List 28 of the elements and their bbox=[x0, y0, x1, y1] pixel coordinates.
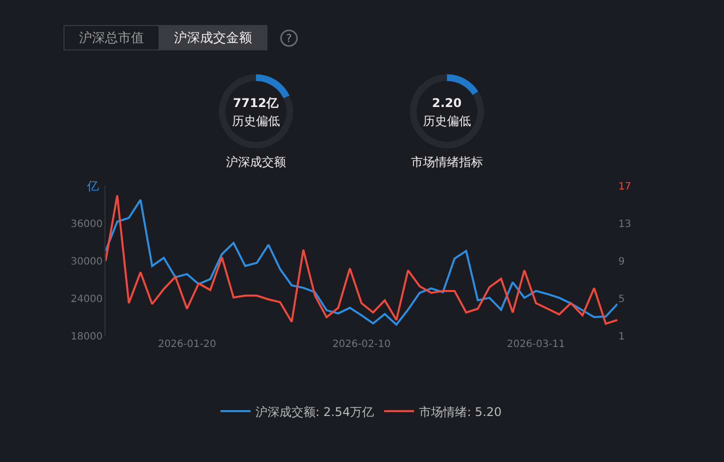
donut-slice bbox=[256, 74, 290, 98]
text: 2.20 bbox=[432, 96, 462, 110]
y2-tick-label: 5 bbox=[618, 294, 625, 305]
y-axis-title: 亿 bbox=[86, 179, 99, 193]
y2-tick-label: 17 bbox=[618, 182, 632, 193]
y2-tick-label: 9 bbox=[618, 256, 625, 268]
donut-slice bbox=[410, 74, 484, 148]
x-tick-label: 2026-03-11 bbox=[506, 338, 566, 350]
text: 历史偏低 bbox=[423, 114, 471, 128]
x-tick-label: 2026-02-10 bbox=[332, 338, 391, 350]
text: 沪深成交金额 bbox=[174, 30, 252, 46]
y2-tick-label: 13 bbox=[618, 219, 632, 230]
text: 沪深总市值 bbox=[79, 30, 144, 46]
text: 沪深成交额 bbox=[226, 155, 286, 169]
legend-label: 市场情绪: 5.20 bbox=[419, 404, 502, 419]
text: 7712亿 bbox=[233, 96, 280, 110]
text: 历史偏低 bbox=[232, 114, 280, 128]
y-tick-label: 36000 bbox=[70, 219, 103, 230]
donut-slice bbox=[447, 74, 478, 96]
x-tick-label: 2026-01-20 bbox=[158, 338, 216, 350]
donut-slice bbox=[218, 74, 294, 148]
y-tick-label: 18000 bbox=[70, 331, 103, 342]
y2-tick-label: 1 bbox=[618, 331, 625, 342]
text: ? bbox=[286, 32, 292, 45]
y-tick-label: 24000 bbox=[70, 294, 103, 305]
text: 市场情绪指标 bbox=[411, 155, 483, 169]
y-tick-label: 30000 bbox=[70, 256, 103, 268]
legend-label: 沪深成交额: 2.54万亿 bbox=[256, 404, 374, 419]
